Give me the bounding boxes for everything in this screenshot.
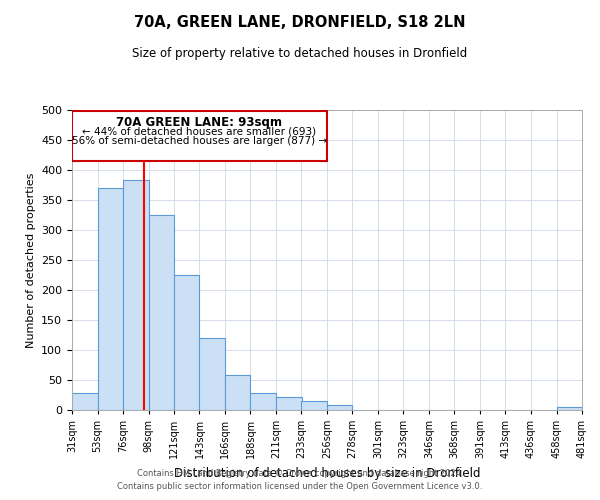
Bar (557, 407, 582, 410)
X-axis label: Distribution of detached houses by size in Dronfield: Distribution of detached houses by size … (174, 466, 480, 479)
Text: ← 44% of detached houses are smaller (693): ← 44% of detached houses are smaller (69… (82, 126, 317, 136)
Text: Size of property relative to detached houses in Dronfield: Size of property relative to detached ho… (133, 48, 467, 60)
Bar (199, 338, 225, 410)
Text: 56% of semi-detached houses are larger (877) →: 56% of semi-detached houses are larger (… (72, 136, 327, 146)
Bar (72, 111, 327, 161)
Bar (301, 401, 327, 410)
Bar (149, 215, 174, 410)
Text: 70A GREEN LANE: 93sqm: 70A GREEN LANE: 93sqm (116, 116, 283, 129)
Text: 70A, GREEN LANE, DRONFIELD, S18 2LN: 70A, GREEN LANE, DRONFIELD, S18 2LN (134, 15, 466, 30)
Bar (327, 405, 352, 410)
Bar (225, 375, 251, 410)
Bar (123, 180, 149, 410)
Bar (174, 275, 199, 410)
Bar (97, 188, 123, 410)
Bar (72, 393, 97, 410)
Text: Contains public sector information licensed under the Open Government Licence v3: Contains public sector information licen… (118, 482, 482, 491)
Bar (276, 397, 302, 410)
Text: Contains HM Land Registry data © Crown copyright and database right 2024.: Contains HM Land Registry data © Crown c… (137, 468, 463, 477)
Bar (251, 393, 276, 410)
Y-axis label: Number of detached properties: Number of detached properties (26, 172, 35, 348)
